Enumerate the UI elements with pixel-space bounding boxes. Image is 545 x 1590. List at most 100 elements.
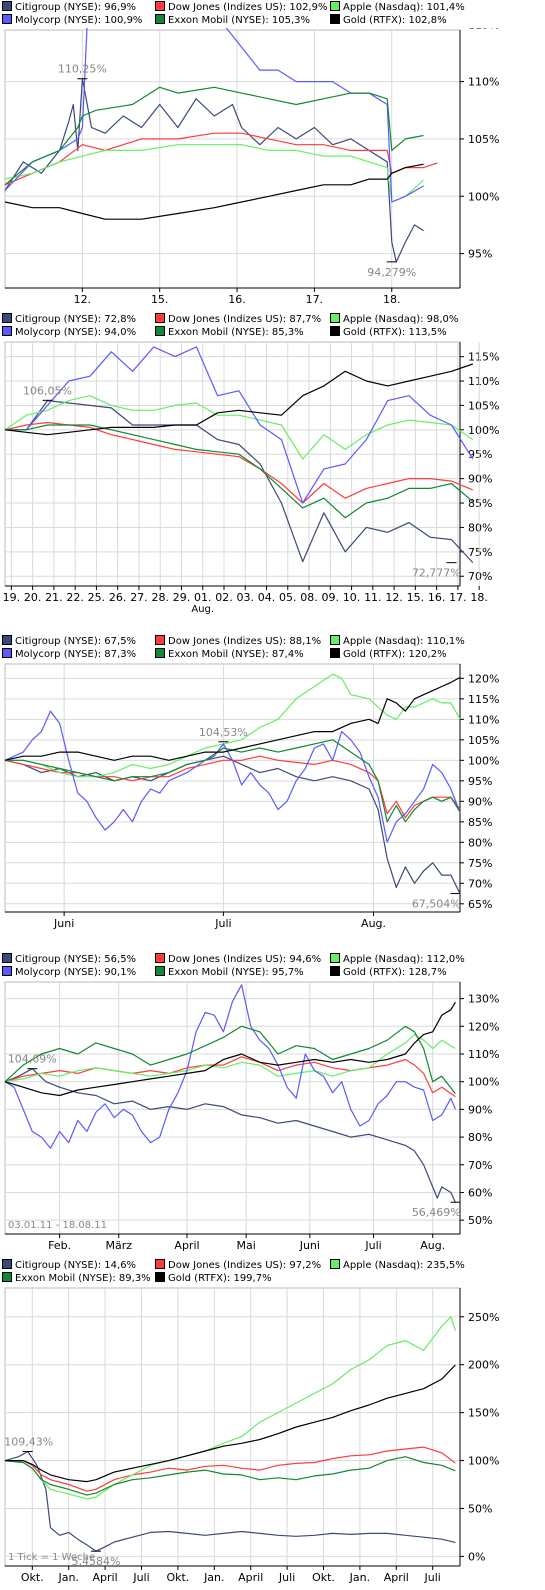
legend-swatch	[2, 635, 12, 645]
legend-item: Molycorp (NYSE): 87,3%	[2, 648, 136, 661]
legend: Citigroup (NYSE): 14,6% Dow Jones (Indize…	[0, 1258, 545, 1286]
legend-item: Exxon Mobil (NYSE): 89,3%	[2, 1272, 151, 1285]
max-value-label: 104,69%	[8, 1053, 57, 1066]
x-tick-label: 20.	[24, 591, 42, 604]
legend-label: Citigroup (NYSE): 56,5%	[15, 954, 137, 965]
max-value-label: 104,53%	[199, 726, 248, 739]
legend-item: Exxon Mobil (NYSE): 95,7%	[155, 966, 304, 979]
legend-item: Apple (Nasdaq): 101,4%	[330, 1, 465, 14]
x-tick-label: 29.	[173, 591, 191, 604]
legend-label: Molycorp (NYSE): 87,3%	[15, 649, 137, 660]
y-tick-label: 50%	[468, 1502, 492, 1515]
legend-label: Citigroup (NYSE): 72,8%	[15, 314, 137, 325]
legend-item: Gold (RTFX): 199,7%	[155, 1272, 272, 1285]
y-tick-label: 85%	[468, 816, 492, 829]
legend-label: Apple (Nasdaq): 112,0%	[343, 954, 465, 965]
legend-item: Molycorp (NYSE): 100,9%	[2, 14, 142, 27]
series-line-exxon-mobil	[4, 1025, 456, 1094]
y-tick-label: 90%	[468, 1103, 492, 1116]
legend-item: Exxon Mobil (NYSE): 85,3%	[155, 326, 304, 339]
legend-item: Apple (Nasdaq): 235,5%	[330, 1259, 465, 1272]
x-tick-label: Aug.	[361, 917, 386, 930]
y-tick-label: 70%	[468, 877, 492, 890]
y-tick-label: 80%	[468, 836, 492, 849]
legend-swatch	[155, 966, 165, 976]
x-tick-label: Juli	[424, 1571, 441, 1584]
y-tick-label: 80%	[468, 1131, 492, 1144]
legend-swatch	[330, 14, 340, 24]
legend-label: Citigroup (NYSE): 67,5%	[15, 636, 137, 647]
legend-item: Dow Jones (Indizes US): 102,9%	[155, 1, 327, 14]
legend-swatch	[330, 966, 340, 976]
legend-item: Citigroup (NYSE): 67,5%	[2, 635, 136, 648]
legend-item: Gold (RTFX): 102,8%	[330, 14, 447, 27]
series-line-molycorp	[4, 984, 456, 1149]
y-tick-label: 120%	[468, 1020, 499, 1033]
series-line-apple	[4, 395, 474, 460]
series-line-molycorp	[5, 346, 474, 504]
legend-swatch	[155, 635, 165, 645]
x-tick-label: 04.	[258, 591, 276, 604]
y-tick-label: 150%	[468, 1407, 499, 1420]
plot-frame	[4, 29, 461, 289]
y-tick-label: 100%	[468, 424, 499, 437]
series-line-dow-jones	[4, 1056, 456, 1098]
legend-label: Exxon Mobil (NYSE): 85,3%	[168, 327, 304, 338]
max-value-label: 109,43%	[4, 1436, 53, 1449]
x-tick-label: Okt.	[21, 1571, 44, 1584]
date-range-label: 03.01.11 - 18.08.11	[8, 1220, 107, 1231]
y-tick-label: 100%	[468, 754, 499, 767]
legend: Citigroup (NYSE): 67,5% Dow Jones (Indize…	[0, 634, 545, 662]
legend-item: Citigroup (NYSE): 72,8%	[2, 313, 136, 326]
x-tick-label: 17.	[449, 591, 467, 604]
legend-swatch	[155, 648, 165, 658]
y-tick-label: 200%	[468, 1359, 499, 1372]
x-tick-label: Juli	[364, 1239, 381, 1252]
legend-label: Molycorp (NYSE): 94,0%	[15, 327, 137, 338]
y-tick-label: 95%	[468, 448, 492, 461]
plot-frame	[4, 341, 461, 587]
x-tick-label: 25.	[88, 591, 106, 604]
series-line-citigroup	[5, 399, 474, 564]
legend-label: Dow Jones (Indizes US): 87,7%	[168, 314, 322, 325]
y-tick-label: 90%	[468, 473, 492, 486]
x-tick-label: 03.	[237, 591, 255, 604]
series-line-gold	[4, 1001, 456, 1097]
y-tick-label: 95%	[468, 775, 492, 788]
legend-item: Apple (Nasdaq): 110,1%	[330, 635, 465, 648]
legend-swatch	[2, 14, 12, 24]
legend-item: Dow Jones (Indizes US): 97,2%	[155, 1259, 321, 1272]
y-tick-label: 60%	[468, 1186, 492, 1199]
legend-label: Apple (Nasdaq): 98,0%	[343, 314, 459, 325]
x-tick-label: Okt.	[166, 1571, 189, 1584]
legend: Citigroup (NYSE): 72,8% Dow Jones (Indize…	[0, 312, 545, 340]
y-tick-label: 100%	[468, 1076, 499, 1089]
plot-frame	[4, 981, 461, 1235]
plot-area: 0% 50% 100% 150% 200% 250% Okt. Jan. April Juli Ok…	[4, 1287, 499, 1584]
legend-label: Exxon Mobil (NYSE): 89,3%	[15, 1273, 151, 1284]
legend-swatch	[2, 313, 12, 323]
y-tick-label: 105%	[468, 399, 499, 412]
x-tick-label: Aug.	[420, 1239, 445, 1252]
legend-label: Apple (Nasdaq): 110,1%	[343, 636, 465, 647]
series-line-exxon-mobil	[4, 86, 424, 186]
legend: Citigroup (NYSE): 96,9% Dow Jones (Indize…	[0, 0, 545, 28]
min-value-label: 56,469%	[412, 1206, 461, 1219]
series-line-gold	[4, 676, 461, 761]
legend: Citigroup (NYSE): 56,5% Dow Jones (Indize…	[0, 952, 545, 980]
x-tick-label: März	[105, 1239, 132, 1252]
legend-label: Dow Jones (Indizes US): 88,1%	[168, 636, 322, 647]
min-value-label: 5,4584%	[72, 1555, 121, 1568]
x-tick-label: Juni	[299, 1239, 320, 1252]
legend-label: Gold (RTFX): 199,7%	[168, 1273, 272, 1284]
x-tick-label: Juli	[132, 1571, 149, 1584]
legend-item: Citigroup (NYSE): 96,9%	[2, 1, 136, 14]
x-tick-label: 11.	[364, 591, 382, 604]
x-tick-label: 17.	[306, 293, 324, 306]
legend-label: Gold (RTFX): 113,5%	[343, 327, 447, 338]
legend-item: Molycorp (NYSE): 94,0%	[2, 326, 136, 339]
series-line-exxon-mobil	[5, 739, 461, 823]
legend-label: Molycorp (NYSE): 90,1%	[15, 967, 137, 978]
y-tick-label: 70%	[468, 1159, 492, 1172]
x-tick-label: Jan.	[203, 1571, 224, 1584]
